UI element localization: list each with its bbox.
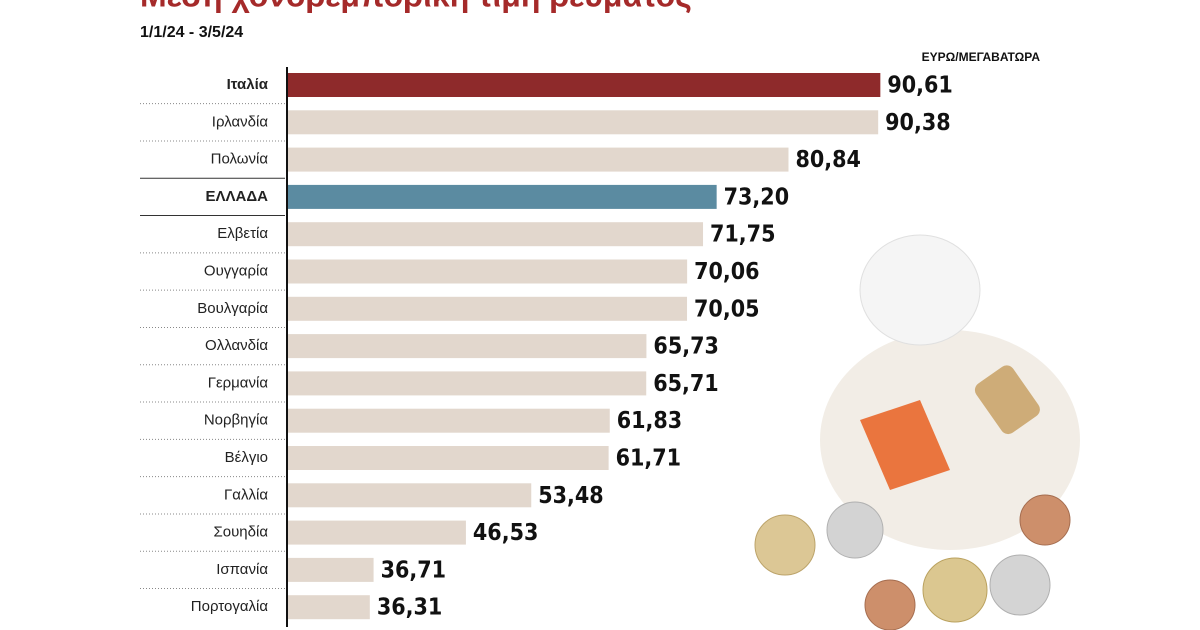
value-label: 65,71 [653,371,718,397]
bar [287,408,610,433]
bar [287,259,688,284]
bar [287,595,370,620]
category-label: Γαλλία [224,486,268,503]
bar [287,483,532,508]
value-label: 73,20 [724,184,789,210]
value-label: 70,06 [694,259,759,285]
bar [287,520,466,545]
bar [287,296,688,321]
value-label: 36,31 [377,595,442,621]
bar [287,371,647,396]
category-label: Ιρλανδία [212,113,269,130]
category-label: Ελβετία [217,225,268,242]
value-label: 80,84 [795,147,860,173]
category-label: Βουλγαρία [197,300,268,317]
photo-decoration [754,234,1080,630]
category-label: Βέλγιο [225,449,268,466]
value-label: 53,48 [538,483,603,509]
value-label: 90,38 [885,110,950,136]
category-label: Γερμανία [208,374,269,391]
category-label: Νορβηγία [204,412,269,429]
category-label: ΕΛΛΑΔΑ [206,188,269,205]
bar [287,557,374,582]
bar [287,184,717,209]
category-label: Ολλανδία [205,337,268,354]
value-label: 65,73 [653,334,718,360]
bar [287,222,704,247]
chart-title: Μέση χονδρεμπορική τιμή ρεύματος [140,0,692,13]
value-label: 61,71 [616,446,681,472]
value-label: 36,71 [381,557,446,583]
category-label: Ισπανία [216,561,268,578]
value-label: 90,61 [887,73,952,99]
unit-label: ΕΥΡΩ/ΜΕΓΑΒΑΤΩΡΑ [922,50,1041,64]
value-label: 61,83 [617,408,682,434]
bar [287,147,789,172]
value-label: 46,53 [473,520,538,546]
category-label: Ιταλία [227,76,269,93]
bar [287,73,881,97]
bar [287,334,647,359]
category-label: Σουηδία [213,524,268,541]
bar [287,446,609,470]
value-label: 71,75 [710,222,775,248]
category-label: Πολωνία [211,151,269,168]
chart-subtitle: 1/1/24 - 3/5/24 [140,24,243,41]
category-label: Πορτογαλία [191,598,269,615]
value-label: 70,05 [694,296,759,322]
category-label: Ουγγαρία [204,262,268,279]
bar [287,110,879,135]
